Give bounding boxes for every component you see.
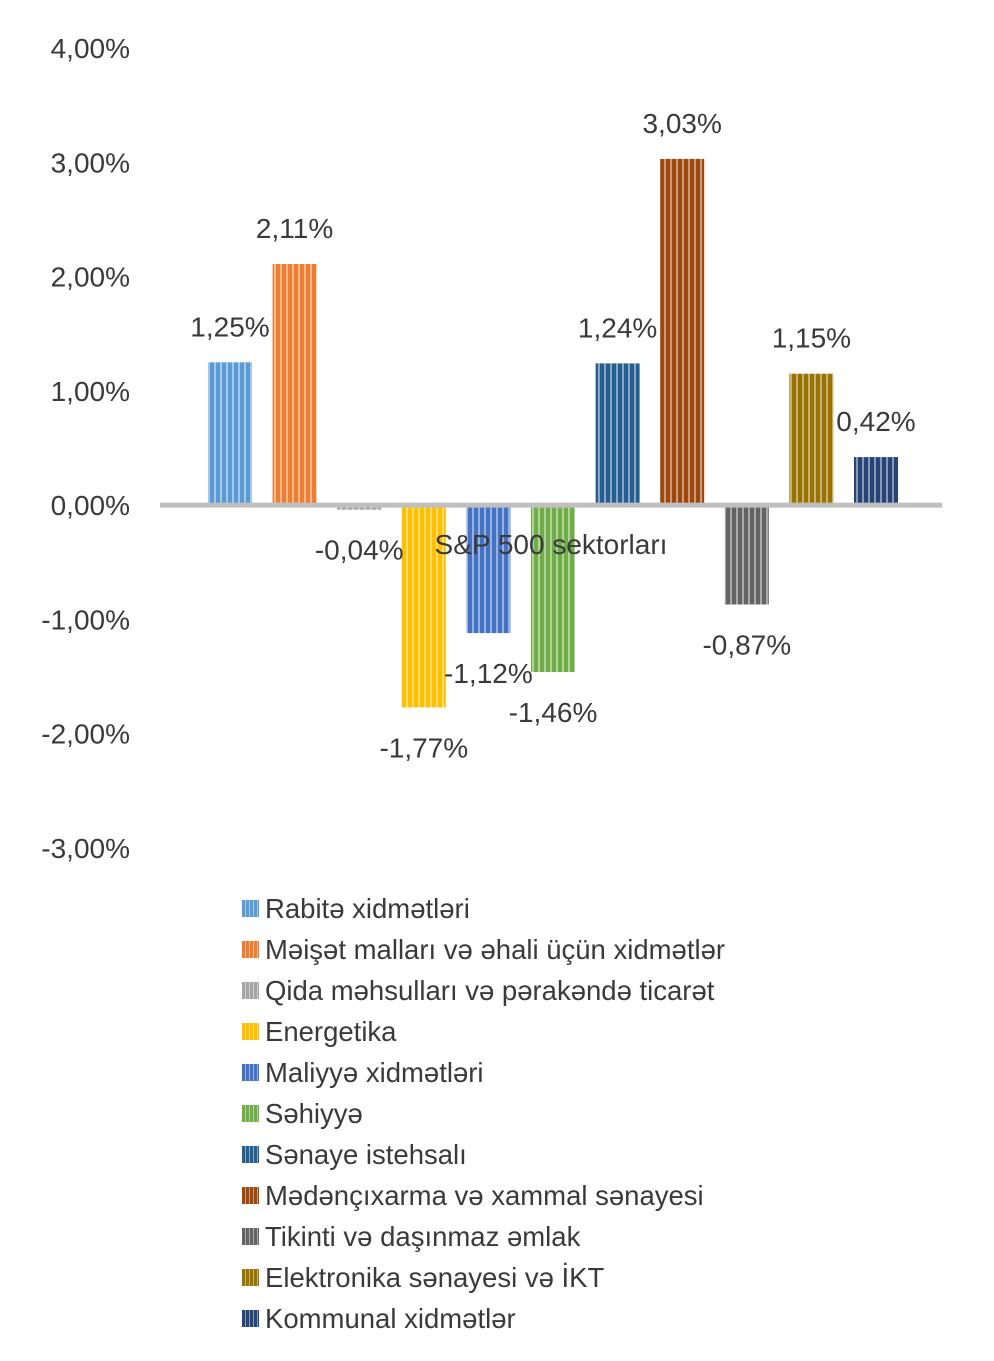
data-label: 1,15% [772,323,851,354]
legend-swatch [242,941,259,958]
legend-swatch [242,1228,259,1245]
legend-item: Elektronika sənayesi və İKT [242,1257,725,1298]
data-label: 1,25% [190,311,269,342]
bar [466,505,511,634]
legend-swatch [242,1269,259,1286]
legend-item: Sənaye istehsalı [242,1134,725,1175]
bar [208,362,252,506]
y-tick-label: 1,00% [51,376,130,407]
bar [789,373,834,506]
legend-swatch [242,1023,259,1040]
bars [208,158,898,708]
legend-item: Kommunal xidmətlər [242,1298,725,1339]
bar [401,505,446,708]
legend-label: Sənaye istehsalı [265,1138,467,1170]
y-axis-ticks: 4,00% 3,00% 2,00% 1,00% 0,00% -1,00% -2,00% -3,… [41,33,130,864]
legend-label: Səhiyyə [265,1097,363,1129]
legend-label: Tikinti və daşınmaz əmlak [265,1220,581,1252]
legend-label: Qida məhsulları və pərakəndə ticarət [265,974,715,1006]
legend: Rabitə xidmətləri Məişət malları və əhali… [242,888,725,1339]
legend-item: Rabitə xidmətləri [242,888,725,929]
legend-item: Energetika [242,1011,725,1052]
legend-swatch [242,1146,259,1163]
data-label: -0,87% [702,630,791,661]
data-label: 3,03% [642,108,721,139]
y-tick-label: -3,00% [41,833,130,864]
y-tick-label: 0,00% [51,490,130,521]
data-label: 1,24% [578,312,657,343]
data-labels: 1,25% 2,11% -0,04% -1,77% -1,12% -1,46% 1,24% 3… [190,108,915,764]
y-tick-label: -1,00% [41,604,130,635]
bar [724,505,769,605]
legend-swatch [242,982,259,999]
legend-label: Kommunal xidmətlər [265,1302,516,1334]
bar [660,158,705,506]
x-axis-label: S&P 500 sektorları [435,529,668,560]
y-tick-label: 2,00% [51,262,130,293]
legend-item: Tikinti və daşınmaz əmlak [242,1216,725,1257]
legend-swatch [242,1187,259,1204]
data-label: -1,12% [444,658,533,689]
y-tick-label: 4,00% [51,33,130,64]
data-label: -0,04% [315,535,404,566]
bar [854,457,898,506]
data-label: 2,11% [256,213,333,244]
bar [531,505,575,672]
legend-item: Mədənçıxarma və xammal sənayesi [242,1175,725,1216]
data-label: -1,77% [379,732,468,763]
legend-swatch [242,900,259,917]
bar [272,264,317,506]
legend-label: Elektronika sənayesi və İKT [265,1261,605,1293]
legend-item: Səhiyyə [242,1093,725,1134]
y-tick-label: 3,00% [51,147,130,178]
legend-item: Məişət malları və əhali üçün xidmətlər [242,929,725,970]
legend-label: Rabitə xidmətləri [265,892,470,924]
data-label: 0,42% [836,406,915,437]
legend-swatch [242,1310,259,1327]
legend-label: Maliyyə xidmətləri [265,1056,484,1088]
legend-item: Qida məhsulları və pərakəndə ticarət [242,970,725,1011]
legend-label: Energetika [265,1015,397,1047]
bar [595,363,640,506]
legend-label: Məişət malları və əhali üçün xidmətlər [265,933,726,965]
legend-label: Mədənçıxarma və xammal sənayesi [265,1179,704,1211]
legend-swatch [242,1105,259,1122]
bar-chart: 4,00% 3,00% 2,00% 1,00% 0,00% -1,00% -2,00% -3,… [41,33,942,864]
data-label: -1,46% [509,697,598,728]
legend-item: Maliyyə xidmətləri [242,1052,725,1093]
y-tick-label: -2,00% [41,719,130,750]
legend-swatch [242,1064,259,1081]
